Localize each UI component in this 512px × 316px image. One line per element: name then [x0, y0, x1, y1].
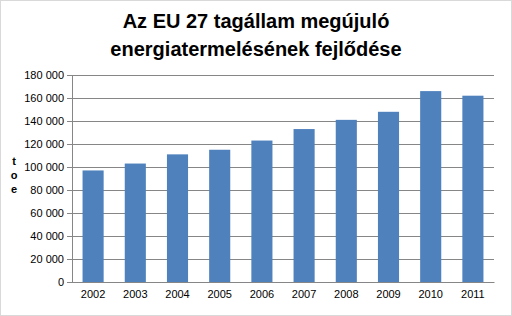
- y-tick-label: 40 000: [30, 230, 64, 242]
- y-axis-title: toe: [11, 155, 18, 195]
- x-tick: 2005: [207, 282, 231, 300]
- x-axis: 2002 2003 2004 2005 2006 2007 2008 2009 2010 2011: [73, 282, 495, 300]
- title: energiatermelésének fejlődése: [110, 38, 401, 60]
- bar: [167, 154, 188, 282]
- x-tick-label: 2006: [250, 288, 274, 300]
- y-tick-label: 160 000: [24, 92, 64, 104]
- chart: Az EU 27 tagállam megújuló energiatermelé…: [0, 0, 512, 316]
- y-tick-mark: [67, 75, 72, 76]
- y-tick-label: 140 000: [24, 115, 64, 127]
- bar: [83, 170, 104, 282]
- y-tick-label: 0: [58, 276, 64, 288]
- x-tick: 2007: [292, 282, 316, 300]
- x-tick: 2006: [250, 282, 274, 300]
- y-tick-mark: [67, 236, 72, 237]
- bars: [83, 91, 484, 282]
- y-tick-label: 80 000: [30, 184, 64, 196]
- y-tick: 180 000: [24, 69, 72, 81]
- y-tick: 120 000: [24, 138, 72, 150]
- x-tick: 2009: [376, 282, 400, 300]
- y-tick: 140 000: [24, 115, 72, 127]
- y-tick: 100 000: [24, 161, 72, 173]
- y-tick-mark: [67, 144, 72, 145]
- bar: [420, 91, 441, 282]
- y-tick: 80 000: [30, 184, 72, 196]
- x-tick-label: 2004: [165, 288, 189, 300]
- y-tick-label: 60 000: [30, 207, 64, 219]
- y-tick-mark: [67, 259, 72, 260]
- x-tick: 2011: [461, 282, 485, 300]
- y-tick-mark: [67, 121, 72, 122]
- y-tick-mark: [67, 167, 72, 168]
- x-tick: 2003: [123, 282, 147, 300]
- y-tick-label: 120 000: [24, 138, 64, 150]
- bar: [462, 96, 483, 282]
- x-tick-label: 2010: [418, 288, 442, 300]
- y-axis-title-letter: t: [12, 155, 16, 167]
- y-tick-mark: [67, 282, 72, 283]
- y-tick-label: 100 000: [24, 161, 64, 173]
- bar: [251, 141, 272, 282]
- grid-line: [72, 75, 494, 76]
- y-axis-title-letter: e: [11, 183, 17, 195]
- title: Az EU 27 tagállam megújuló: [123, 10, 390, 32]
- x-tick-label: 2005: [207, 288, 231, 300]
- y-tick: 40 000: [30, 230, 72, 242]
- x-tick: 2008: [334, 282, 358, 300]
- y-tick: 60 000: [30, 207, 72, 219]
- x-tick-label: 2009: [376, 288, 400, 300]
- y-tick: 20 000: [30, 253, 72, 265]
- y-axis-title-letter: o: [11, 169, 18, 181]
- x-tick-label: 2007: [292, 288, 316, 300]
- x-tick: 2002: [81, 282, 105, 300]
- y-tick: 160 000: [24, 92, 72, 104]
- y-tick-mark: [67, 98, 72, 99]
- x-tick-label: 2008: [334, 288, 358, 300]
- chart-frame: [1, 1, 512, 316]
- y-tick-mark: [67, 190, 72, 191]
- y-tick-mark: [67, 213, 72, 214]
- x-axis-line: [73, 282, 495, 283]
- y-tick: 0: [58, 276, 72, 288]
- x-tick-label: 2002: [81, 288, 105, 300]
- bar: [294, 129, 315, 282]
- plot: 0 20 000 40 000 60 000 80 000 100 000 120 000 1…: [24, 69, 494, 300]
- y-tick-label: 20 000: [30, 253, 64, 265]
- y-tick-label: 180 000: [24, 69, 64, 81]
- x-tick-label: 2003: [123, 288, 147, 300]
- bar: [378, 112, 399, 282]
- x-tick: 2004: [165, 282, 189, 300]
- x-tick: 2010: [418, 282, 442, 300]
- bar: [125, 164, 146, 282]
- y-axis-line: [72, 76, 73, 283]
- grid-line: [72, 282, 494, 283]
- y-axis: 0 20 000 40 000 60 000 80 000 100 000 120 000 1…: [24, 69, 72, 288]
- bar: [209, 150, 230, 282]
- grid: [72, 76, 494, 283]
- x-tick-label: 2011: [461, 288, 485, 300]
- bar: [336, 120, 357, 282]
